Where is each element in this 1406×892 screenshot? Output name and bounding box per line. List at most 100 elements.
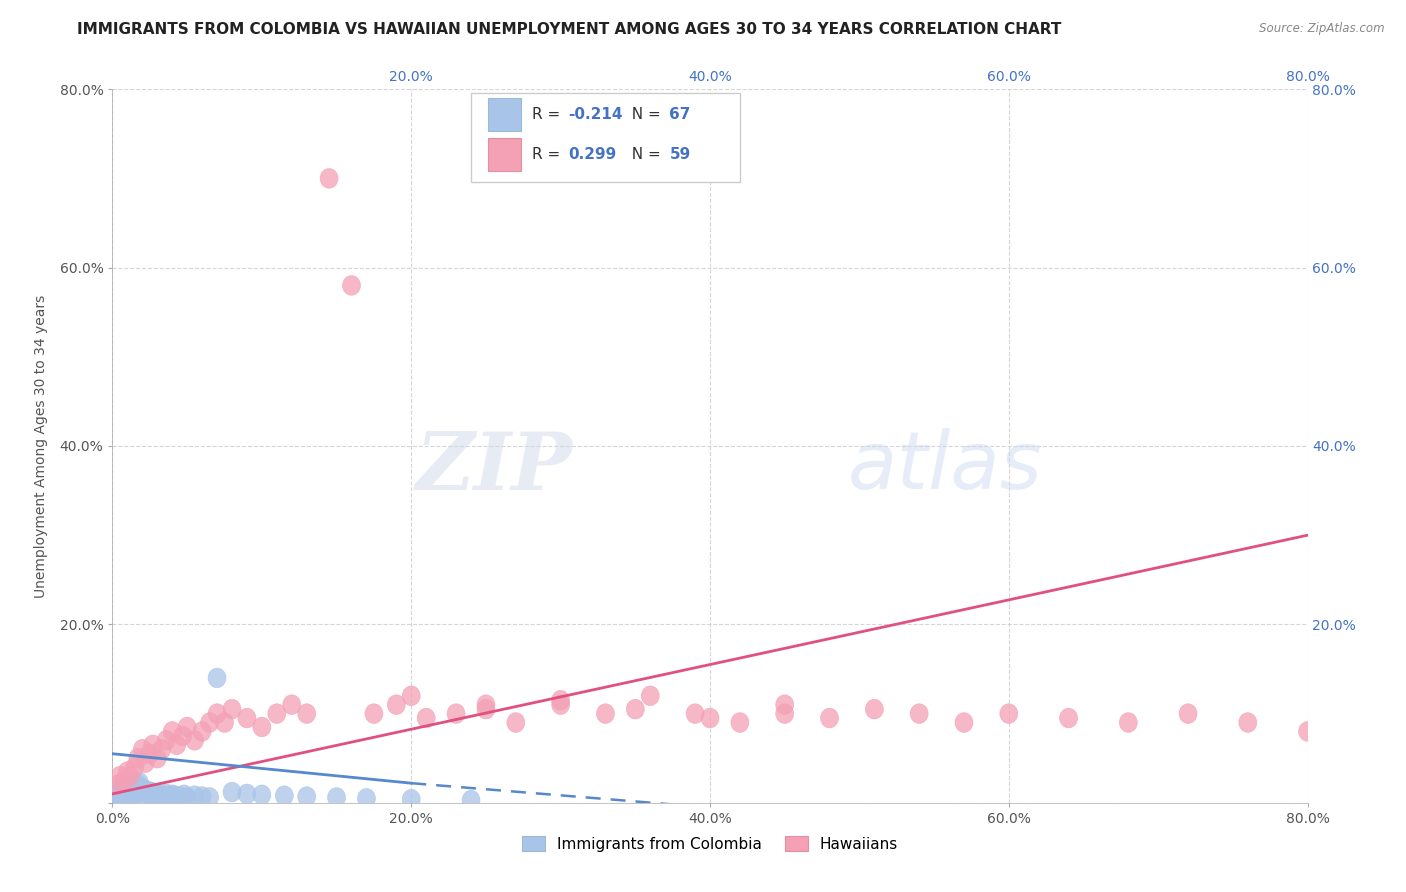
- Ellipse shape: [138, 783, 156, 803]
- Ellipse shape: [111, 766, 129, 786]
- Ellipse shape: [149, 748, 166, 768]
- Text: 59: 59: [669, 147, 690, 161]
- Ellipse shape: [141, 744, 159, 764]
- Ellipse shape: [821, 708, 838, 728]
- Ellipse shape: [122, 776, 141, 796]
- Ellipse shape: [112, 780, 131, 799]
- Ellipse shape: [141, 784, 159, 804]
- Ellipse shape: [122, 781, 141, 801]
- Ellipse shape: [111, 782, 129, 802]
- Ellipse shape: [121, 766, 139, 786]
- Ellipse shape: [131, 780, 149, 799]
- Ellipse shape: [596, 704, 614, 723]
- Ellipse shape: [477, 699, 495, 719]
- Ellipse shape: [163, 785, 181, 805]
- Ellipse shape: [627, 699, 644, 719]
- Ellipse shape: [776, 695, 794, 714]
- Ellipse shape: [551, 695, 569, 714]
- Ellipse shape: [124, 779, 142, 798]
- Ellipse shape: [343, 276, 360, 295]
- Ellipse shape: [135, 782, 153, 802]
- Text: Source: ZipAtlas.com: Source: ZipAtlas.com: [1260, 22, 1385, 36]
- Ellipse shape: [114, 785, 132, 805]
- Text: ZIP: ZIP: [416, 429, 572, 506]
- Ellipse shape: [142, 782, 160, 802]
- Ellipse shape: [477, 695, 495, 714]
- Ellipse shape: [127, 757, 143, 777]
- Ellipse shape: [321, 169, 337, 188]
- Ellipse shape: [118, 762, 136, 781]
- Ellipse shape: [641, 686, 659, 706]
- Ellipse shape: [366, 704, 382, 723]
- Ellipse shape: [155, 786, 173, 805]
- Ellipse shape: [153, 739, 170, 759]
- Ellipse shape: [208, 668, 226, 688]
- Ellipse shape: [149, 784, 166, 804]
- Ellipse shape: [224, 782, 240, 802]
- Text: R =: R =: [531, 147, 569, 161]
- Ellipse shape: [193, 722, 211, 741]
- Ellipse shape: [186, 731, 204, 750]
- Ellipse shape: [139, 781, 157, 801]
- Ellipse shape: [166, 786, 184, 805]
- FancyBboxPatch shape: [488, 98, 522, 131]
- Text: 0.299: 0.299: [568, 147, 616, 161]
- Ellipse shape: [115, 771, 134, 790]
- Ellipse shape: [1239, 713, 1257, 732]
- Text: atlas: atlas: [848, 428, 1042, 507]
- Ellipse shape: [201, 788, 218, 807]
- Ellipse shape: [121, 783, 139, 803]
- Ellipse shape: [111, 784, 129, 804]
- Ellipse shape: [357, 789, 375, 808]
- Ellipse shape: [143, 735, 162, 755]
- Ellipse shape: [179, 788, 197, 807]
- Ellipse shape: [145, 783, 163, 803]
- Ellipse shape: [128, 773, 145, 793]
- Ellipse shape: [170, 787, 188, 806]
- Ellipse shape: [129, 748, 146, 768]
- Ellipse shape: [731, 713, 749, 732]
- Ellipse shape: [112, 787, 131, 806]
- Ellipse shape: [115, 783, 134, 803]
- Ellipse shape: [117, 786, 135, 805]
- Ellipse shape: [143, 785, 162, 805]
- Ellipse shape: [160, 787, 179, 806]
- Ellipse shape: [1000, 704, 1018, 723]
- Ellipse shape: [108, 775, 127, 795]
- Legend: Immigrants from Colombia, Hawaiians: Immigrants from Colombia, Hawaiians: [515, 828, 905, 859]
- Ellipse shape: [179, 717, 197, 737]
- Ellipse shape: [146, 786, 165, 805]
- Ellipse shape: [276, 786, 294, 805]
- Ellipse shape: [163, 722, 181, 741]
- Ellipse shape: [186, 786, 204, 805]
- Ellipse shape: [124, 784, 142, 804]
- FancyBboxPatch shape: [488, 138, 522, 170]
- Ellipse shape: [686, 704, 704, 723]
- Ellipse shape: [167, 735, 186, 755]
- Ellipse shape: [115, 779, 134, 798]
- Ellipse shape: [134, 739, 152, 759]
- Ellipse shape: [127, 775, 143, 795]
- Ellipse shape: [238, 784, 256, 804]
- Ellipse shape: [1180, 704, 1197, 723]
- Text: R =: R =: [531, 107, 565, 122]
- Ellipse shape: [224, 699, 240, 719]
- Ellipse shape: [118, 777, 136, 797]
- Ellipse shape: [136, 753, 155, 772]
- Text: -0.214: -0.214: [568, 107, 623, 122]
- Ellipse shape: [120, 785, 138, 805]
- Ellipse shape: [238, 708, 256, 728]
- Text: IMMIGRANTS FROM COLOMBIA VS HAWAIIAN UNEMPLOYMENT AMONG AGES 30 TO 34 YEARS CORR: IMMIGRANTS FROM COLOMBIA VS HAWAIIAN UNE…: [77, 22, 1062, 37]
- Ellipse shape: [776, 704, 794, 723]
- Ellipse shape: [910, 704, 928, 723]
- Y-axis label: Unemployment Among Ages 30 to 34 years: Unemployment Among Ages 30 to 34 years: [35, 294, 48, 598]
- Ellipse shape: [193, 787, 211, 806]
- Ellipse shape: [157, 731, 176, 750]
- Ellipse shape: [402, 789, 420, 809]
- Ellipse shape: [298, 787, 316, 806]
- Ellipse shape: [108, 786, 127, 805]
- FancyBboxPatch shape: [471, 93, 740, 182]
- Ellipse shape: [152, 785, 169, 805]
- Ellipse shape: [1060, 708, 1077, 728]
- Ellipse shape: [201, 713, 218, 732]
